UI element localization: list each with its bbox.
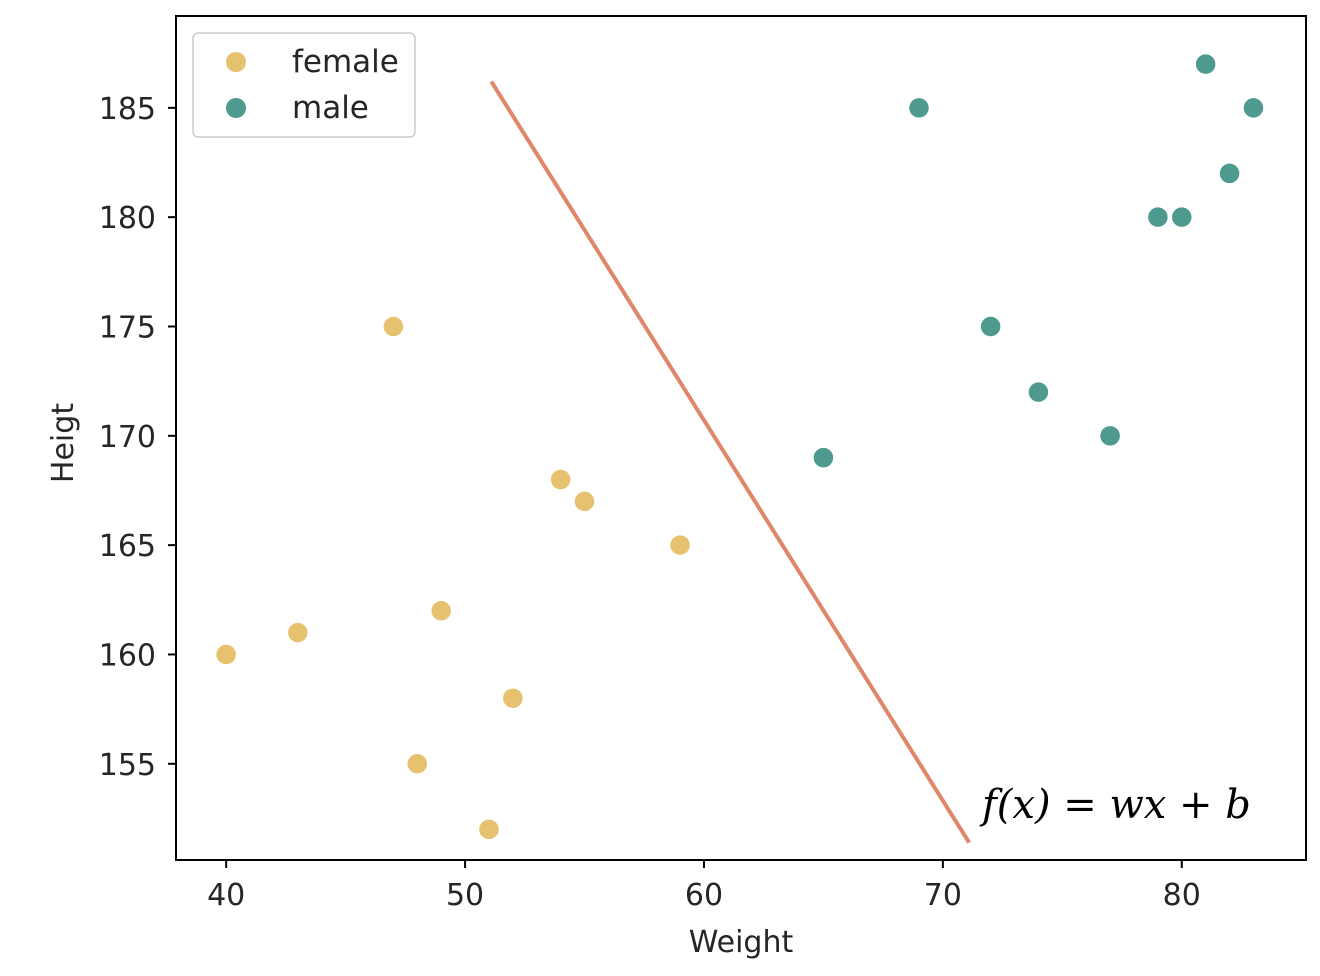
x-tick-label: 60: [685, 878, 723, 913]
point-male: [1170, 205, 1194, 229]
legend-label-female: female: [292, 44, 399, 80]
point-female: [573, 490, 596, 513]
point-male: [907, 96, 931, 120]
point-female: [549, 468, 572, 491]
decision-line-layer: [489, 80, 971, 844]
legend: female male: [192, 32, 416, 138]
y-tick-label: 185: [99, 92, 156, 127]
y-tick-label: 155: [99, 748, 156, 783]
y-axis-label: Heigt: [46, 403, 81, 483]
decision-boundary-line: [489, 80, 971, 844]
point-male: [979, 315, 1002, 338]
legend-label-male: male: [292, 90, 369, 126]
point-female: [668, 533, 692, 557]
point-female: [406, 752, 429, 776]
point-female: [429, 599, 453, 622]
plot-area: [176, 16, 1306, 860]
point-female: [477, 818, 501, 841]
point-male: [1218, 162, 1241, 185]
plot-background: [176, 16, 1306, 860]
x-tick-label: 50: [446, 878, 484, 913]
point-female: [214, 643, 238, 666]
point-male: [1027, 380, 1050, 404]
x-tick-label: 80: [1163, 878, 1201, 913]
x-tick-label: 40: [207, 878, 245, 913]
x-axis-label: Weight: [689, 925, 794, 960]
y-tick-label: 170: [99, 420, 156, 455]
point-male: [812, 446, 835, 469]
formula-annotation: f(x) = wx + b: [979, 782, 1251, 828]
plot-frame: [175, 15, 1307, 861]
point-male: [1242, 96, 1265, 120]
point-female: [286, 621, 310, 644]
point-male: [1194, 52, 1217, 76]
point-female: [382, 315, 405, 338]
x-axis-ticks: 40 50 60 70 80: [207, 860, 1201, 913]
y-tick-label: 165: [99, 529, 156, 564]
legend-marker-female: [226, 52, 246, 72]
point-female: [501, 686, 525, 710]
data-points: [214, 52, 1265, 841]
y-tick-label: 180: [99, 201, 156, 236]
y-tick-label: 175: [99, 310, 156, 345]
point-male: [1146, 205, 1170, 229]
legend-marker-male: [226, 98, 246, 118]
y-axis-ticks: 155 160 165 170 175 180 185: [99, 92, 176, 783]
y-tick-label: 160: [99, 638, 156, 673]
point-male: [1098, 424, 1122, 448]
legend-box: [192, 32, 416, 138]
x-tick-label: 70: [924, 878, 962, 913]
